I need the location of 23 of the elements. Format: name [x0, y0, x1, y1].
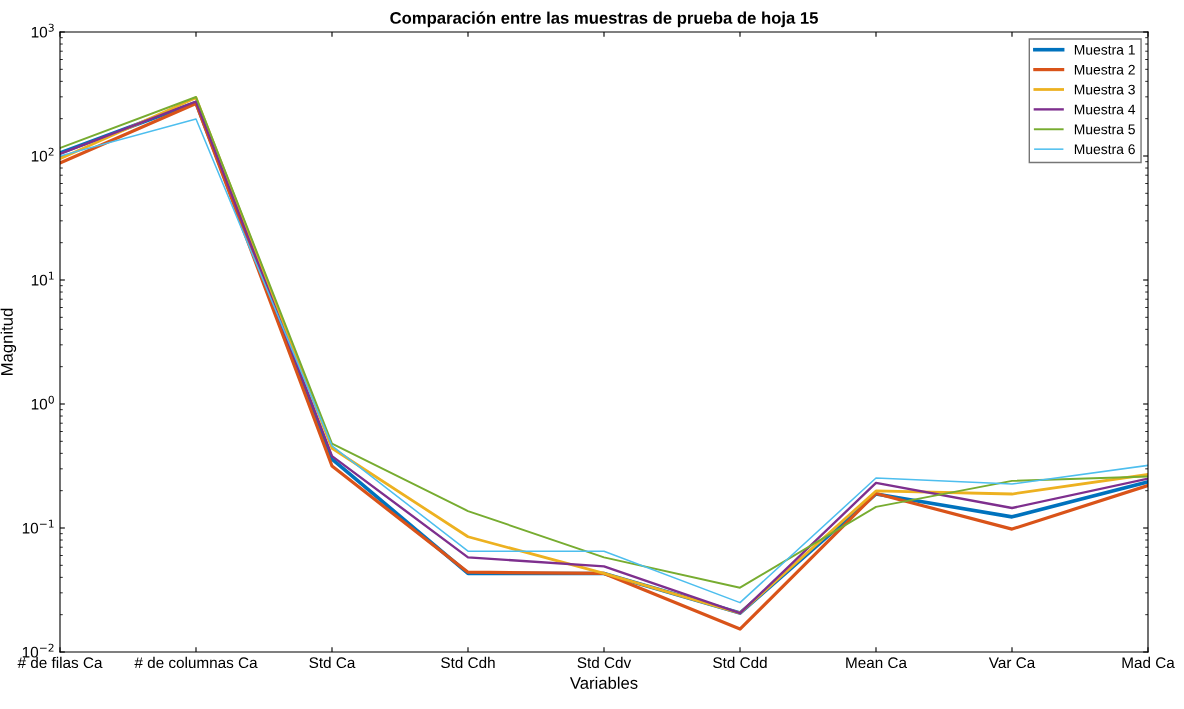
x-tick-label: # de columnas Ca — [134, 656, 258, 669]
legend-label: Muestra 2 — [1074, 64, 1135, 75]
y-tick-label: 10$^{−2}$ — [22, 643, 54, 658]
x-tick-label: Mean Ca — [846, 657, 907, 669]
y-tick-label: 10$^{2}$ — [31, 147, 54, 162]
x-axis-title: Variables — [569, 676, 638, 689]
x-tick-label: Std Cdv — [577, 656, 632, 669]
x-tick-label: Std Cdd — [713, 656, 767, 669]
y-tick-label: 10$^{3}$ — [31, 23, 54, 38]
y-axis-title: Magnitud — [0, 308, 17, 375]
x-tick-label: Std Cdh — [441, 656, 495, 669]
legend-label: Muestra 5 — [1074, 124, 1135, 135]
chart-title: Comparación entre las muestras de prueba de hoja 15 — [390, 11, 818, 28]
legend-label: Muestra 6 — [1074, 144, 1135, 155]
legend-label: Muestra 1 — [1074, 45, 1135, 55]
x-tick-label: Var Ca — [988, 657, 1036, 669]
x-tick-label: Mad Ca — [1122, 656, 1175, 669]
legend-label: Muestra 3 — [1074, 84, 1135, 95]
x-tick-label: Std Ca — [309, 656, 356, 669]
y-tick-label: 10$^{1}$ — [31, 271, 54, 286]
legend-label: Muestra 4 — [1074, 104, 1136, 115]
y-tick-label: 10$^{−1}$ — [22, 519, 54, 534]
y-tick-label: 10$^{0}$ — [31, 395, 54, 410]
